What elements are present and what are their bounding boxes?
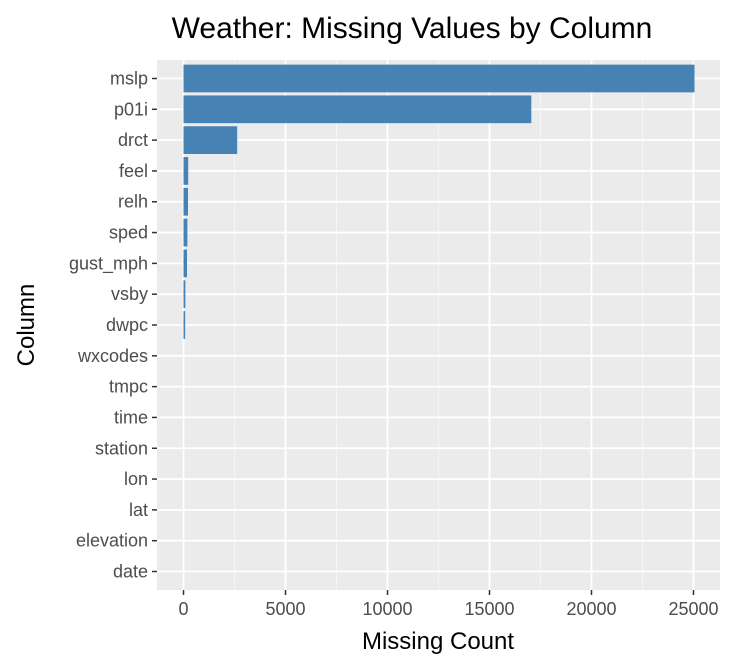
x-axis-title: Missing Count	[362, 628, 514, 655]
bar-drct	[183, 126, 238, 154]
x-tick-label: 0	[179, 599, 189, 619]
y-tick-label-date: date	[113, 562, 148, 582]
bar-p01i	[183, 95, 532, 124]
x-tick-label: 20000	[566, 599, 616, 619]
y-tick-label-mslp: mslp	[110, 68, 148, 88]
bar-sped	[183, 218, 188, 247]
x-axis: 0 5000 10000 15000 20000 25000	[179, 590, 719, 619]
bar-gust_mph	[183, 249, 187, 278]
bars	[183, 64, 695, 339]
x-tick-label: 5000	[265, 599, 305, 619]
y-tick-label-sped: sped	[109, 223, 148, 243]
y-tick-label-elevation: elevation	[76, 531, 148, 551]
y-tick-label-p01i: p01i	[114, 99, 148, 119]
y-tick-label-tmpc: tmpc	[109, 377, 148, 397]
y-tick-label-relh: relh	[118, 192, 148, 212]
bar-mslp	[183, 64, 695, 93]
x-tick-label: 25000	[668, 599, 718, 619]
y-tick-label-lon: lon	[124, 469, 148, 489]
bar-vsby	[183, 280, 186, 309]
y-tick-label-wxcodes: wxcodes	[77, 346, 148, 366]
y-tick-label-drct: drct	[118, 130, 148, 150]
y-tick-label-gust_mph: gust_mph	[69, 253, 148, 274]
major-gridlines	[157, 60, 720, 590]
y-tick-label-dwpc: dwpc	[106, 315, 148, 335]
y-tick-label-vsby: vsby	[111, 284, 148, 304]
y-tick-label-lat: lat	[129, 500, 148, 520]
y-axis-title: Column	[13, 284, 40, 367]
y-tick-label-time: time	[114, 407, 148, 427]
chart-title: Weather: Missing Values by Column	[172, 12, 653, 45]
bar-feel	[183, 157, 189, 185]
y-tick-label-feel: feel	[119, 161, 148, 181]
x-tick-label: 10000	[362, 599, 412, 619]
bar-relh	[183, 187, 189, 216]
x-tick-label: 15000	[464, 599, 514, 619]
bar-dwpc	[183, 311, 186, 339]
y-tick-label-station: station	[95, 438, 148, 458]
